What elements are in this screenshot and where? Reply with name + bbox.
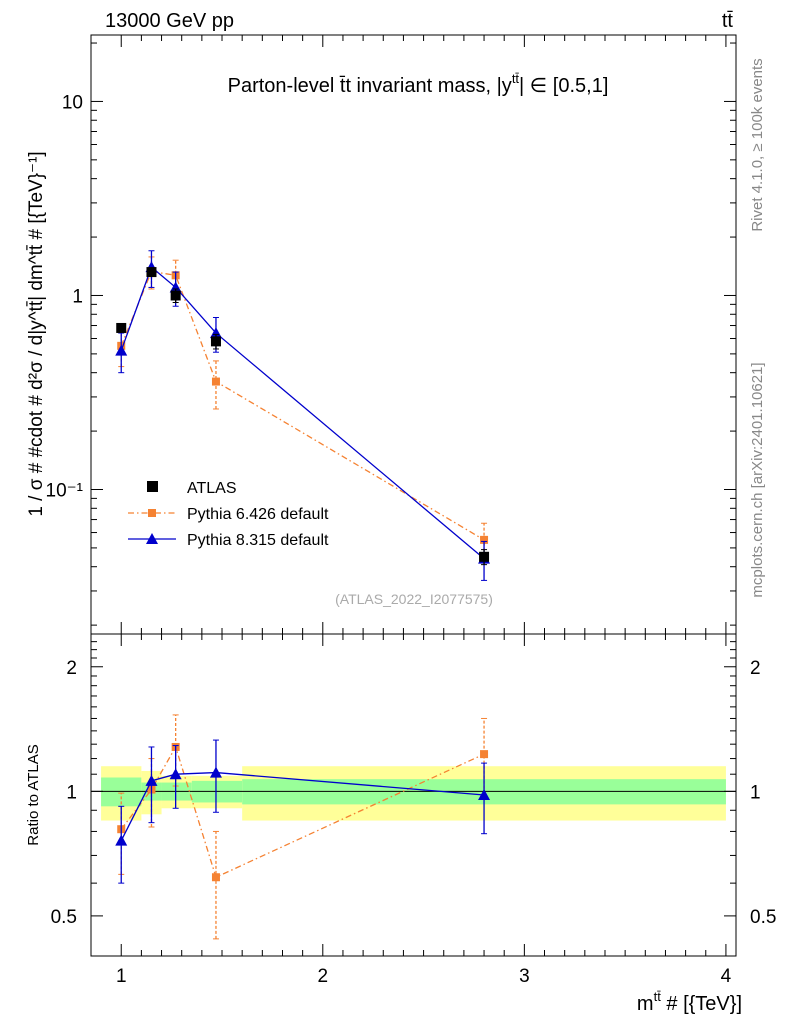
legend: ATLAS Pythia 6.426 default Pythia 8.315 … <box>128 480 329 549</box>
ratio-pythia8-point <box>145 774 158 786</box>
mcplots-reference-label: mcplots.cern.ch [arXiv:2401.10621] <box>749 362 766 597</box>
x-axis-label: mtt̄ # [{TeV}] <box>637 989 742 1015</box>
ratio-pythia6-point <box>480 750 489 759</box>
legend-label-atlas: ATLAS <box>187 480 237 497</box>
legend-marker-atlas <box>147 481 158 492</box>
ratio-pythia6-point <box>211 873 220 882</box>
ratio-pythia8-point <box>478 788 491 800</box>
ratio-uncertainty-bands <box>101 766 726 821</box>
y-tick-label: 10⁻¹ <box>46 481 84 502</box>
rivet-version-label: Rivet 4.1.0, ≥ 100k events <box>749 58 766 231</box>
y-axis-label: 1 / σ # #cdot # d²σ / d|y^tt̄| dm^tt̄ # … <box>26 151 47 516</box>
ratio-pythia8-point <box>209 766 222 778</box>
pythia8-point <box>169 281 182 293</box>
pythia6-point <box>211 377 220 386</box>
atlas-point <box>116 322 127 333</box>
x-tick-label: 3 <box>519 966 530 987</box>
ratio-pythia8-point <box>115 834 128 846</box>
atlas-point <box>210 336 221 347</box>
atlas-point <box>479 551 490 562</box>
ratio-pythia8-point <box>169 768 182 780</box>
ratio-axis-label: Ratio to ATLAS <box>25 744 42 845</box>
x-tick-label: 1 <box>116 966 127 987</box>
ratio-tick-label-left: 1 <box>66 782 77 803</box>
y-tick-label: 10 <box>62 92 83 113</box>
analysis-watermark: (ATLAS_2022_I2077575) <box>335 591 493 607</box>
ratio-panel-series <box>115 714 491 940</box>
main-panel-series <box>115 250 491 581</box>
pythia6-point <box>480 535 489 544</box>
x-tick-label: 2 <box>318 966 329 987</box>
ratio-tick-label-right: 2 <box>750 658 761 679</box>
x-tick-label: 4 <box>721 966 732 987</box>
y-tick-label: 1 <box>72 286 83 307</box>
axis-tick-labels: 1 2 3 4 10 1 10⁻¹ 2 2 1 1 0.5 0.5 <box>46 92 777 987</box>
legend-marker-pythia6 <box>148 509 156 517</box>
pythia8-point <box>209 327 222 339</box>
ratio-tick-label-left: 2 <box>66 658 77 679</box>
legend-label-pythia8: Pythia 8.315 default <box>187 532 329 549</box>
process-label: tt̄ <box>722 10 734 32</box>
ratio-tick-label-left: 0.5 <box>51 907 77 928</box>
ratio-panel-frame <box>90 633 737 957</box>
ratio-tick-label-right: 0.5 <box>750 907 776 928</box>
ratio-tick-label-right: 1 <box>750 782 761 803</box>
legend-marker-pythia8 <box>146 533 158 544</box>
axis-ticks <box>91 35 736 957</box>
pythia8-point <box>115 344 128 356</box>
legend-label-pythia6: Pythia 6.426 default <box>187 506 329 523</box>
energy-label: 13000 GeV pp <box>105 10 234 32</box>
plot-title: Parton-level t̄t invariant mass, |ytt̄| … <box>228 71 609 97</box>
atlas-point <box>146 267 157 278</box>
atlas-point <box>170 290 181 301</box>
